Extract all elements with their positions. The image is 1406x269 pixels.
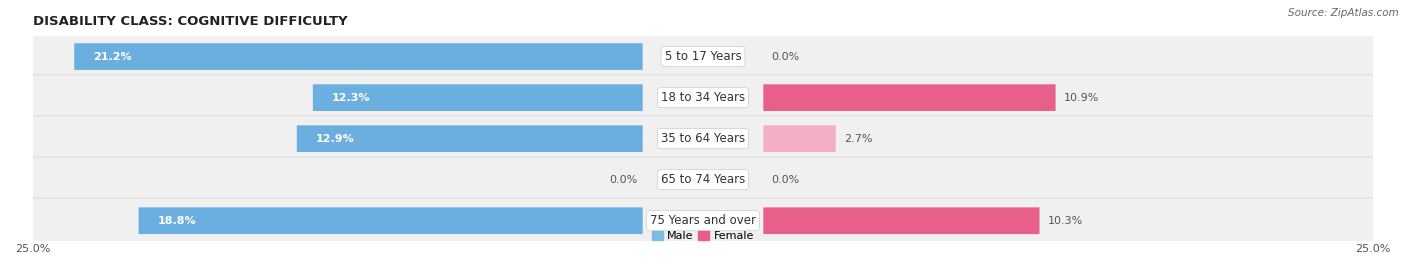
Text: 0.0%: 0.0% (772, 175, 800, 185)
Text: 12.3%: 12.3% (332, 93, 370, 103)
FancyBboxPatch shape (32, 34, 1374, 79)
Text: 35 to 64 Years: 35 to 64 Years (661, 132, 745, 145)
FancyBboxPatch shape (32, 75, 1374, 121)
Text: 12.9%: 12.9% (315, 134, 354, 144)
FancyBboxPatch shape (32, 157, 1374, 203)
Text: 2.7%: 2.7% (844, 134, 872, 144)
Text: 75 Years and over: 75 Years and over (650, 214, 756, 227)
FancyBboxPatch shape (32, 116, 1374, 161)
Text: DISABILITY CLASS: COGNITIVE DIFFICULTY: DISABILITY CLASS: COGNITIVE DIFFICULTY (32, 15, 347, 28)
Text: 18.8%: 18.8% (157, 216, 195, 226)
FancyBboxPatch shape (314, 84, 643, 111)
Text: 10.9%: 10.9% (1063, 93, 1099, 103)
Text: 18 to 34 Years: 18 to 34 Years (661, 91, 745, 104)
FancyBboxPatch shape (763, 84, 1056, 111)
Text: 5 to 17 Years: 5 to 17 Years (665, 50, 741, 63)
FancyBboxPatch shape (139, 207, 643, 234)
Text: 10.3%: 10.3% (1047, 216, 1083, 226)
FancyBboxPatch shape (763, 125, 835, 152)
Text: 0.0%: 0.0% (772, 52, 800, 62)
FancyBboxPatch shape (32, 198, 1374, 243)
Text: 21.2%: 21.2% (93, 52, 132, 62)
Legend: Male, Female: Male, Female (647, 227, 759, 246)
FancyBboxPatch shape (75, 43, 643, 70)
Text: Source: ZipAtlas.com: Source: ZipAtlas.com (1288, 8, 1399, 18)
FancyBboxPatch shape (297, 125, 643, 152)
Text: 65 to 74 Years: 65 to 74 Years (661, 173, 745, 186)
FancyBboxPatch shape (763, 207, 1039, 234)
Text: 0.0%: 0.0% (609, 175, 637, 185)
